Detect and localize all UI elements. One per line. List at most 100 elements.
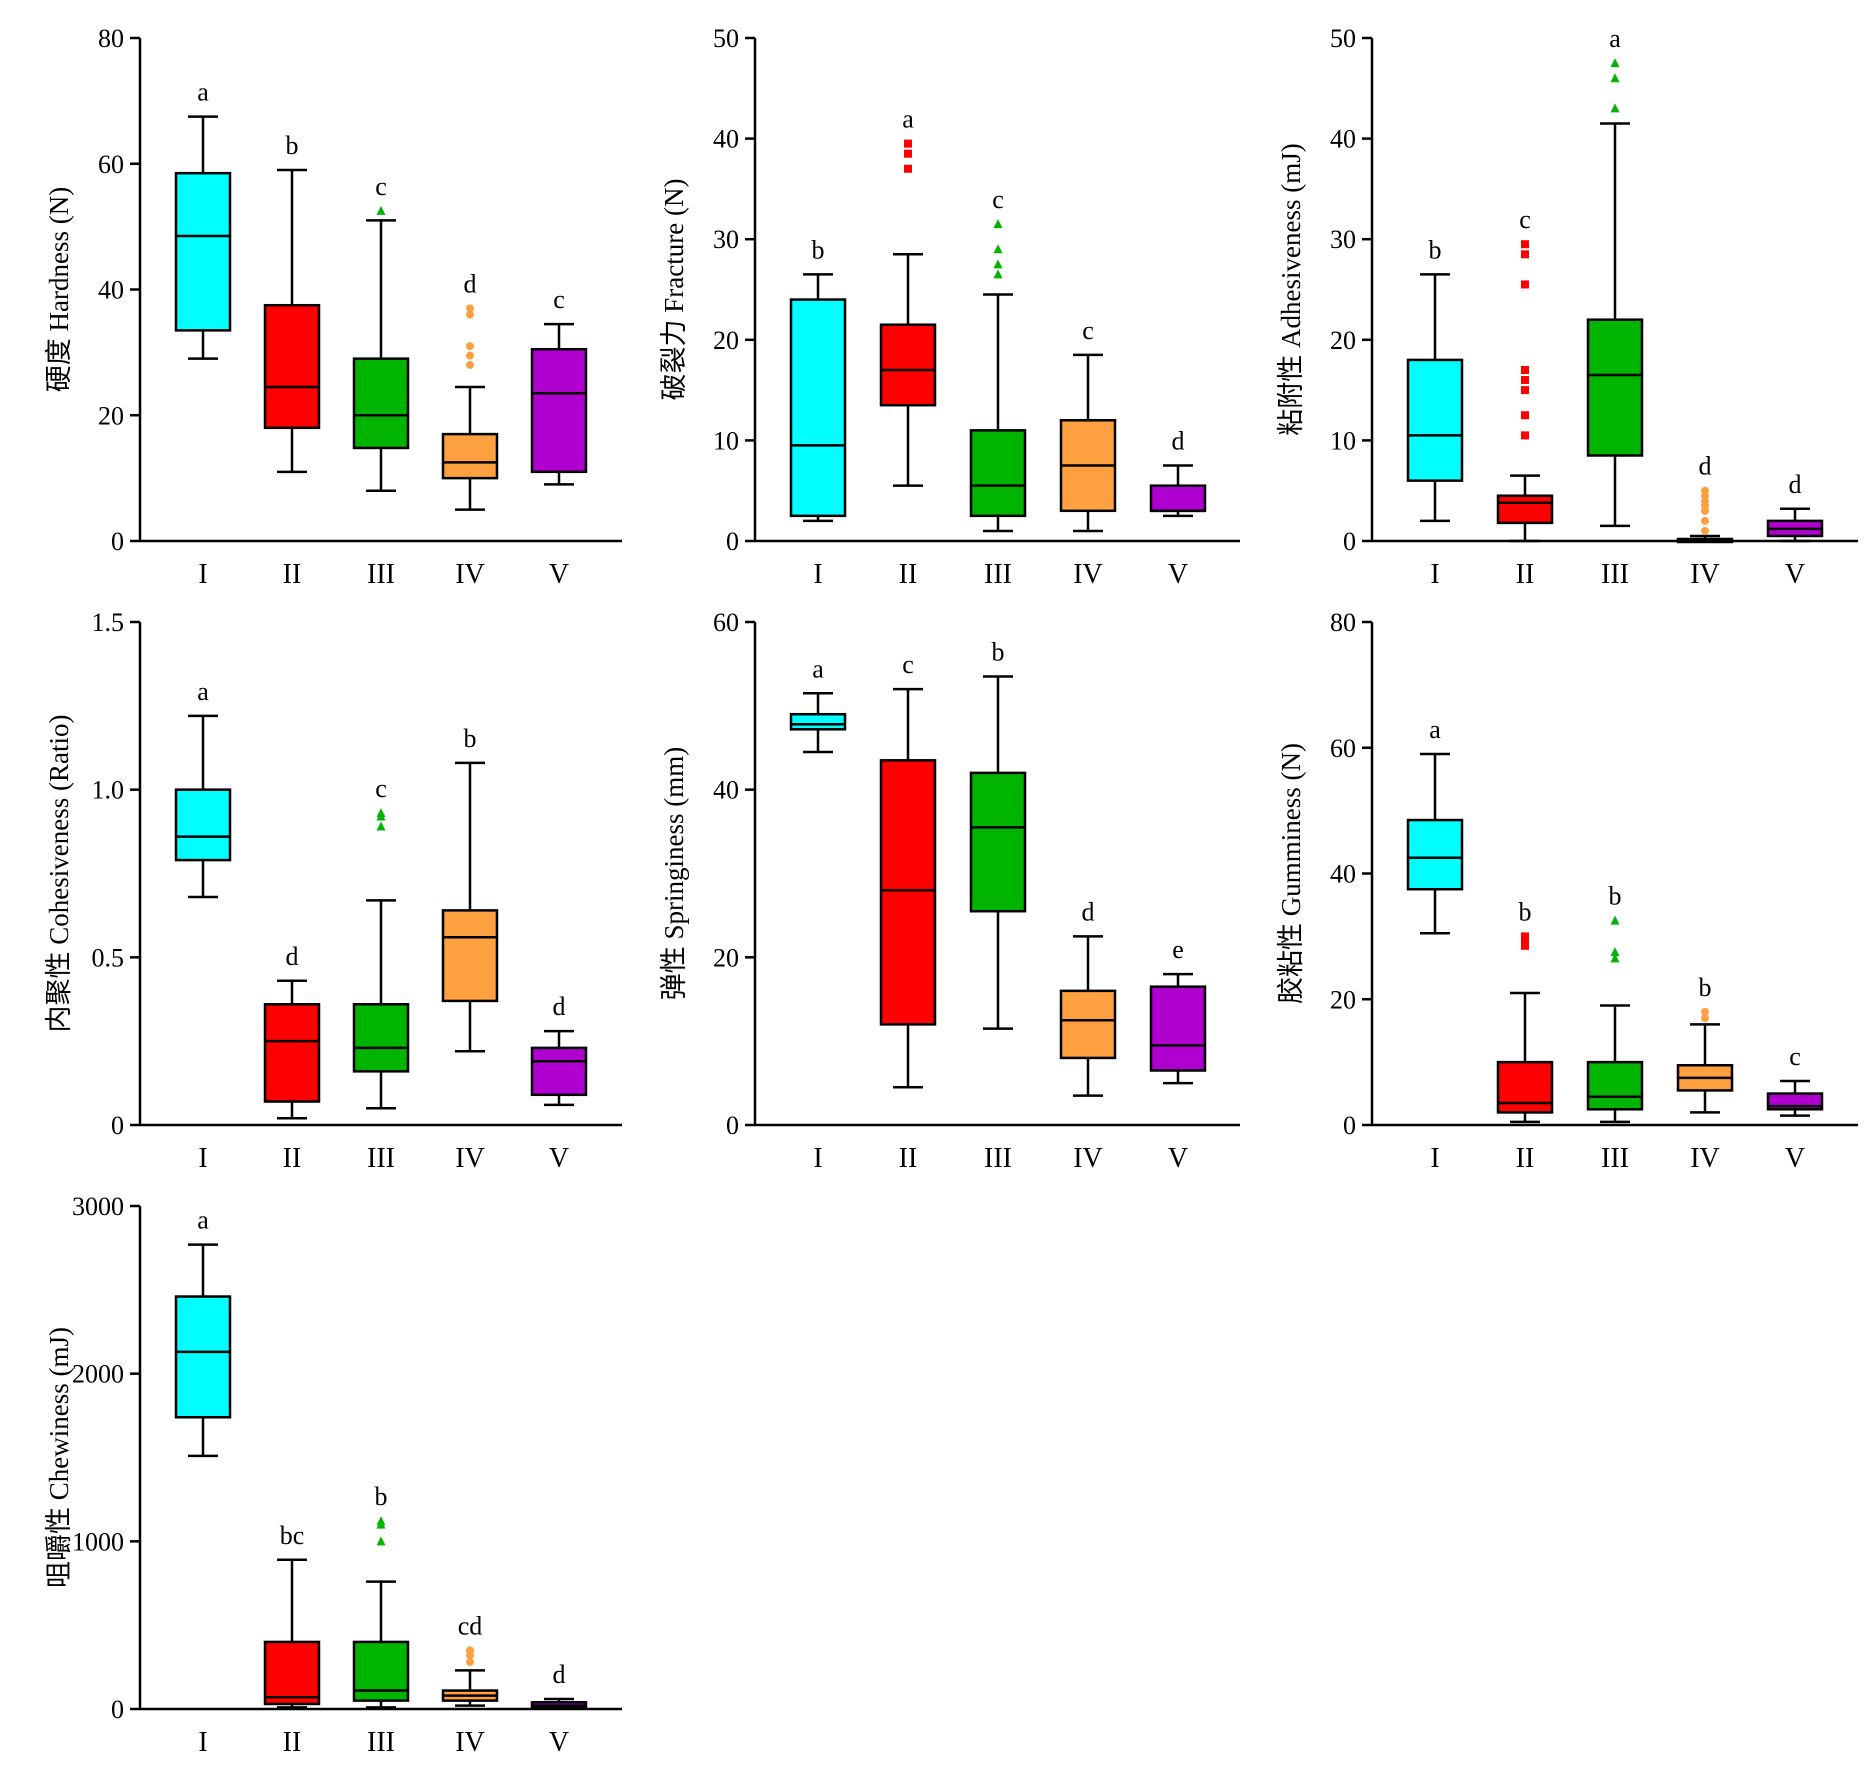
significance-letter: d (286, 942, 299, 971)
y-tick-label: 60 (713, 608, 739, 637)
y-axis-label: 破裂力 Fracture (N) (659, 179, 689, 401)
outlier-point (376, 1516, 386, 1526)
iqr-box (352, 357, 410, 450)
iqr-box (1586, 1060, 1644, 1111)
y-tick-label: 20 (98, 401, 124, 430)
outlier-point (376, 808, 386, 818)
x-tick-label: III (367, 1727, 395, 1758)
box-II: b (263, 131, 321, 474)
box-I: a (789, 654, 847, 754)
outlier-point (904, 149, 912, 158)
x-tick-label: V (549, 1143, 569, 1174)
y-tick-label: 50 (713, 24, 739, 53)
box-IV: b (441, 724, 499, 1053)
x-tick-label: III (367, 559, 395, 590)
outlier-point (376, 1536, 386, 1546)
box-V: d (530, 1660, 588, 1710)
significance-letter: a (197, 677, 209, 706)
significance-letter: c (1519, 205, 1531, 234)
iqr-box (1149, 985, 1207, 1072)
x-tick-label: V (1168, 559, 1188, 590)
outlier-point (1521, 365, 1529, 374)
outlier-point (1521, 386, 1529, 395)
y-tick-label: 60 (1330, 734, 1356, 763)
significance-letter: d (1789, 470, 1802, 499)
outlier-point (1610, 73, 1620, 83)
x-tick-label: IV (455, 1727, 485, 1758)
y-tick-label: 2000 (72, 1360, 124, 1389)
significance-letter: c (375, 774, 387, 803)
y-tick-label: 40 (713, 776, 739, 805)
box-IV: b (1676, 973, 1734, 1114)
significance-letter: a (197, 78, 209, 107)
box-III: b (969, 637, 1027, 1030)
box-II: b (1496, 897, 1554, 1124)
outlier-point (1701, 1014, 1709, 1023)
significance-letter: a (812, 654, 824, 683)
y-axis-label: 胶粘性 Gumminess (N) (1276, 743, 1306, 1004)
y-tick-label: 40 (713, 125, 739, 154)
outlier-point (1610, 915, 1620, 925)
x-tick-label: II (1516, 1143, 1535, 1174)
y-tick-label: 1000 (72, 1527, 124, 1556)
x-tick-label: I (198, 559, 207, 590)
iqr-box (263, 303, 321, 430)
box-V: c (530, 285, 588, 486)
significance-letter: c (1082, 316, 1094, 345)
x-tick-label: IV (1073, 559, 1103, 590)
x-tick-label: V (549, 1727, 569, 1758)
y-tick-label: 0 (1343, 527, 1356, 556)
panel-1: 0 20 40 60 80 硬度 Hardness (N) a Ib II c III d IV c V (44, 24, 622, 590)
x-tick-label: III (984, 559, 1012, 590)
outlier-point (1701, 1007, 1709, 1016)
box-V: d (1766, 470, 1824, 543)
x-tick-label: II (283, 1727, 302, 1758)
significance-letter: a (1429, 715, 1441, 744)
y-tick-label: 30 (713, 225, 739, 254)
x-tick-label: II (283, 559, 302, 590)
x-tick-label: I (198, 1143, 207, 1174)
y-tick-label: 20 (1330, 985, 1356, 1014)
panel-4: 0 0.5 1.0 1.5 内聚性 Cohesiveness (Ratio) a Id II c… (44, 608, 622, 1174)
outlier-point (1610, 953, 1620, 963)
significance-letter: b (1699, 973, 1712, 1002)
significance-letter: b (375, 1482, 388, 1511)
outlier-point (376, 821, 386, 831)
outlier-point (993, 259, 1003, 269)
outlier-point (466, 342, 474, 351)
y-tick-label: 40 (1330, 860, 1356, 889)
outlier-point (904, 164, 912, 173)
x-tick-label: V (549, 559, 569, 590)
x-tick-label: III (367, 1143, 395, 1174)
x-tick-label: V (1168, 1143, 1188, 1174)
y-tick-label: 0 (111, 1695, 124, 1724)
outlier-point (1521, 932, 1529, 941)
x-tick-label: IV (455, 559, 485, 590)
significance-letter: b (1609, 882, 1622, 911)
outlier-point (466, 1646, 474, 1655)
y-tick-label: 80 (1330, 608, 1356, 637)
iqr-box (352, 1003, 410, 1073)
box-I: b (789, 235, 847, 523)
iqr-box (879, 759, 937, 1026)
outlier-point (466, 360, 474, 369)
outlier-point (1521, 411, 1529, 420)
box-III: c (969, 185, 1027, 533)
panel-3: 0 10 20 30 40 50 粘附性 Adhesiveness (mJ) b Ic II a II… (1276, 24, 1858, 590)
y-tick-label: 0 (111, 527, 124, 556)
y-tick-label: 60 (98, 150, 124, 179)
x-tick-label: I (1430, 1143, 1439, 1174)
outlier-point (904, 139, 912, 148)
iqr-box (174, 788, 232, 862)
box-I: a (1406, 715, 1464, 935)
panel-2: 0 10 20 30 40 50 破裂力 Fracture (N) b Ia II c III c IV d… (659, 24, 1240, 590)
outlier-point (1610, 58, 1620, 68)
significance-letter: b (1519, 897, 1532, 926)
box-II: d (263, 942, 321, 1120)
significance-letter: c (992, 185, 1004, 214)
significance-letter: cd (458, 1611, 483, 1640)
x-tick-label: II (1516, 559, 1535, 590)
outlier-point (993, 244, 1003, 254)
iqr-box (1406, 818, 1464, 891)
x-tick-label: V (1785, 1143, 1805, 1174)
